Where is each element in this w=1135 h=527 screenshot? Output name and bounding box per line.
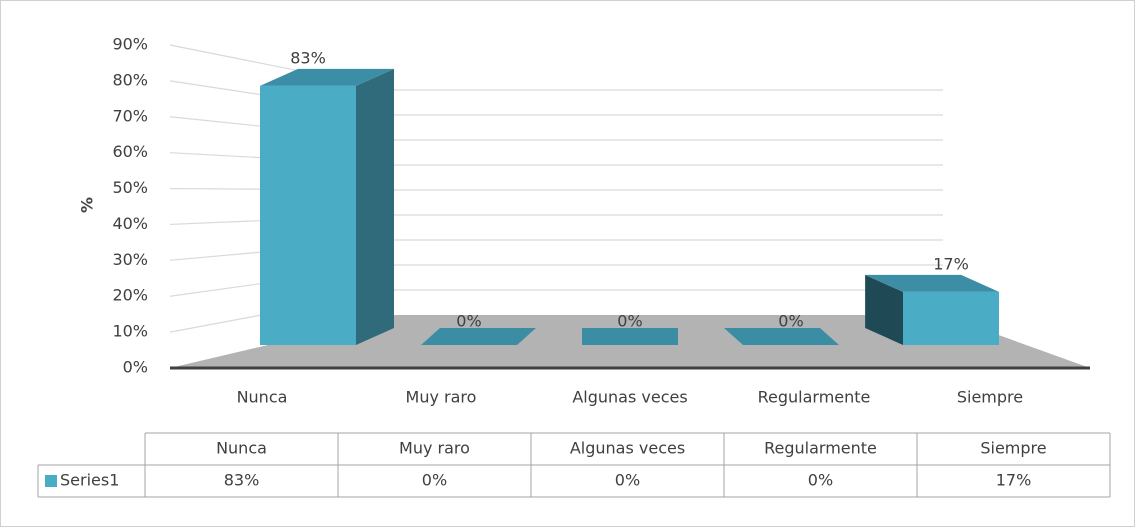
bar-flat (582, 328, 678, 345)
bar-top (865, 274, 999, 292)
grid-line (169, 187, 943, 191)
y-tick-label: 0% (123, 358, 148, 377)
bar-top (260, 68, 394, 86)
grid-line (169, 44, 943, 91)
table-value: 0% (422, 471, 447, 490)
y-tick-label: 80% (112, 70, 148, 89)
table-header: Algunas veces (570, 439, 685, 458)
legend-label: Series1 (60, 471, 119, 490)
data-label: 83% (290, 48, 326, 67)
grid-line (169, 239, 943, 261)
table-header: Nunca (216, 439, 267, 458)
grid-line (169, 214, 943, 226)
x-tick-label: Siempre (957, 388, 1023, 407)
data-label: 17% (933, 254, 969, 273)
table-value: 0% (808, 471, 833, 490)
y-axis-label: % (78, 197, 97, 213)
bar-flat (724, 328, 839, 345)
bar (903, 291, 999, 345)
x-tick-label: Regularmente (758, 388, 871, 407)
grid-line (169, 80, 943, 116)
bar-side (356, 68, 394, 345)
y-tick-label: 10% (112, 322, 148, 341)
table-header: Regularmente (764, 439, 877, 458)
bar (260, 85, 356, 345)
y-tick-label: 30% (112, 250, 148, 269)
x-tick-label: Algunas veces (572, 388, 687, 407)
table-header: Siempre (980, 439, 1046, 458)
x-tick-label: Muy raro (406, 388, 477, 407)
grid-line (169, 152, 943, 166)
grid-line (169, 116, 943, 141)
grid-line (169, 289, 943, 333)
table-value: 0% (615, 471, 640, 490)
y-tick-label: 70% (112, 106, 148, 125)
y-tick-label: 90% (112, 35, 148, 54)
table-header: Muy raro (399, 439, 470, 458)
legend-swatch (45, 475, 57, 487)
y-tick-label: 50% (112, 178, 148, 197)
table-value: 17% (996, 471, 1032, 490)
bar-flat (421, 328, 536, 345)
bar-side (865, 274, 903, 345)
y-tick-label: 40% (112, 214, 148, 233)
y-tick-label: 60% (112, 142, 148, 161)
y-tick-label: 20% (112, 286, 148, 305)
x-tick-label: Nunca (237, 388, 288, 407)
data-label: 0% (456, 312, 481, 331)
table-value: 83% (224, 471, 260, 490)
data-label: 0% (617, 312, 642, 331)
data-label: 0% (778, 312, 803, 331)
grid-line (169, 264, 943, 297)
